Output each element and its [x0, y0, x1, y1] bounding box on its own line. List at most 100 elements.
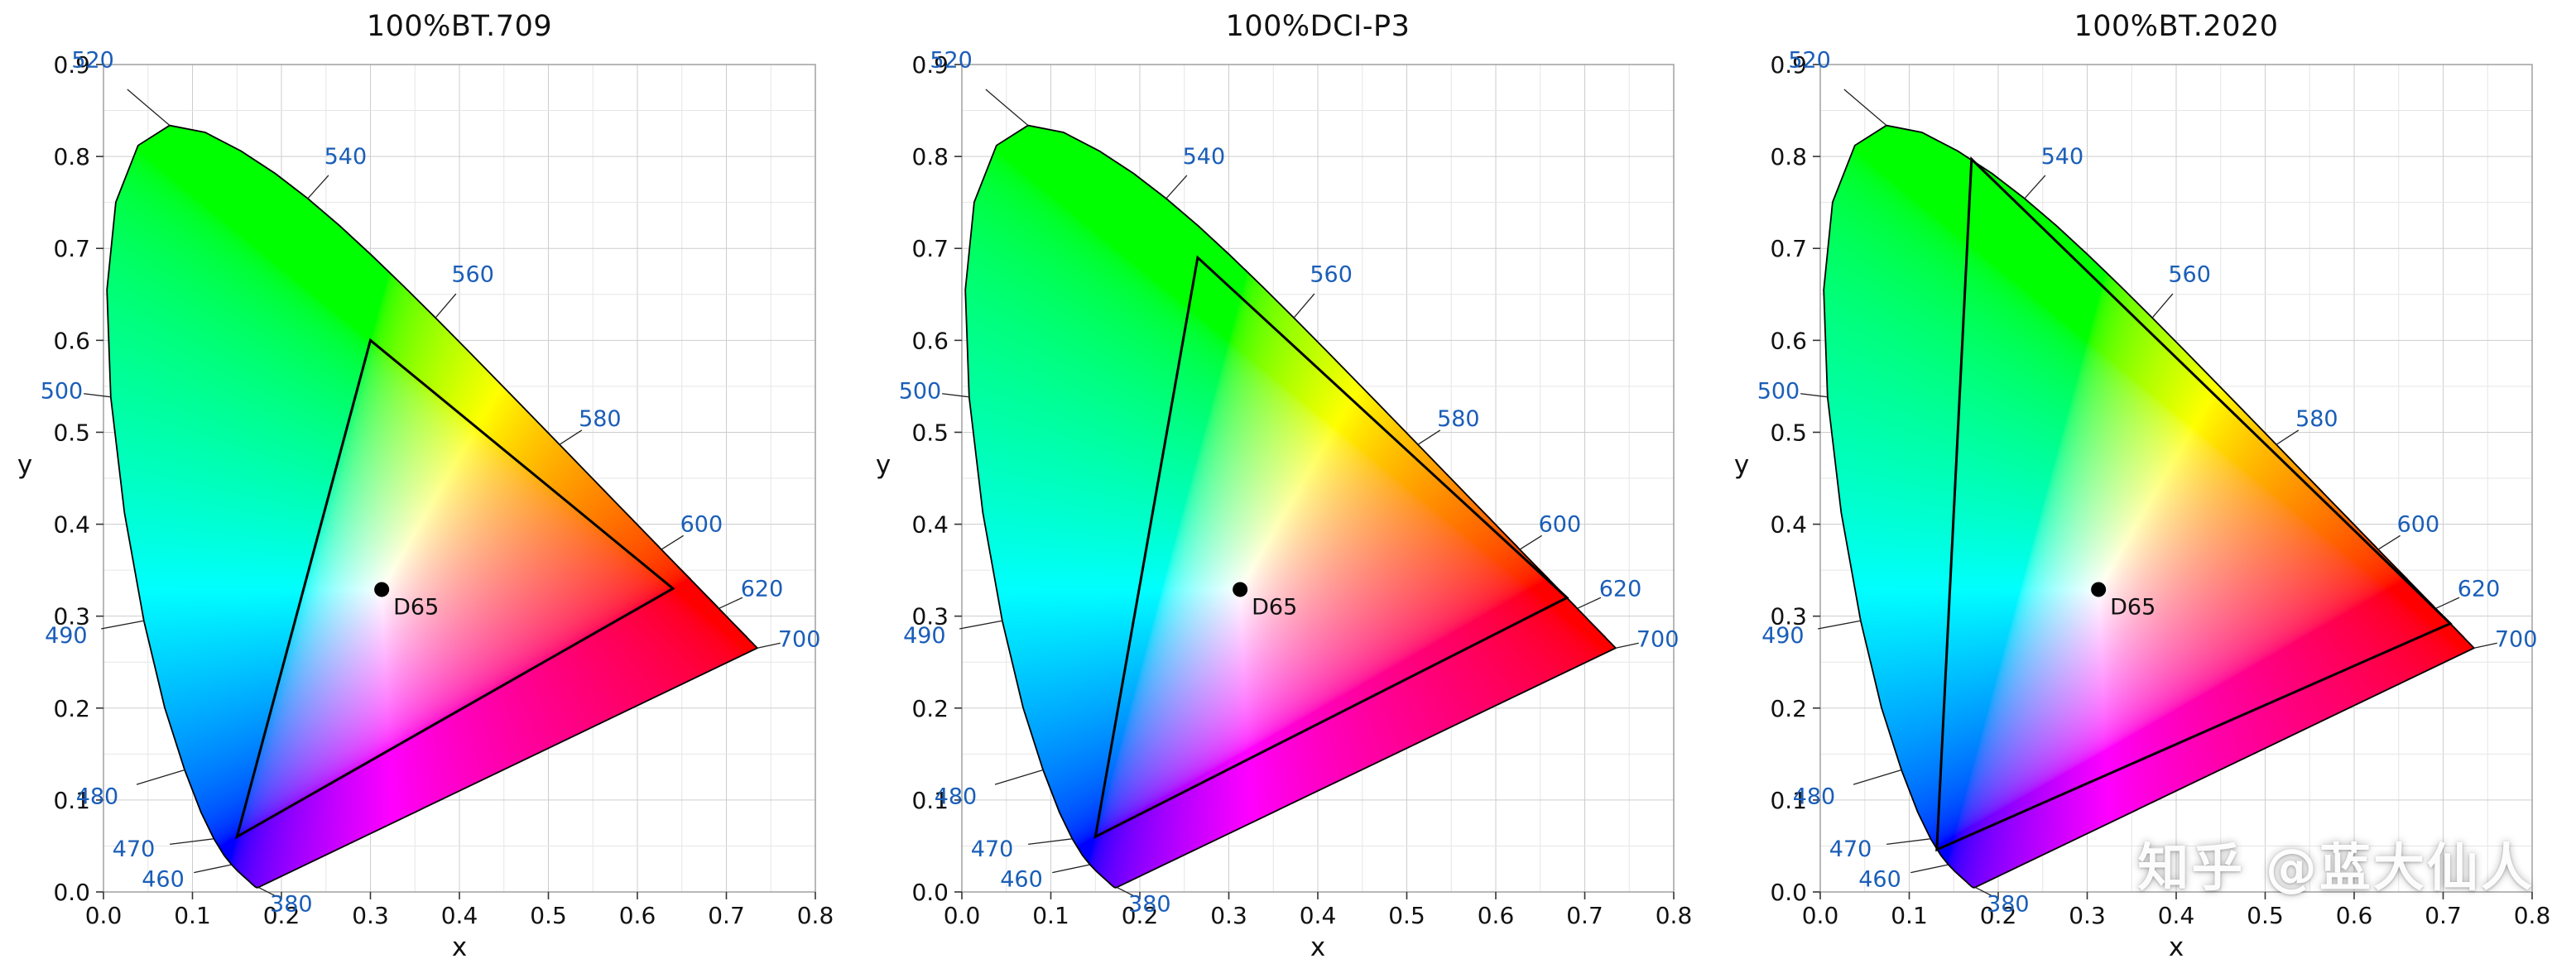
gamut-triangle — [234, 338, 675, 840]
wavelength-tick-line — [127, 89, 171, 127]
y-tick-label: 0.0 — [53, 879, 90, 906]
wavelength-tick-line — [1615, 642, 1639, 649]
y-tick-label: 0.1 — [1770, 787, 1807, 814]
watermark: 知乎 @蓝大仙人 — [2137, 837, 2535, 898]
x-tick-label: 0.3 — [2069, 902, 2106, 929]
wavelength-label: 620 — [2458, 576, 2501, 602]
wavelength-tick-line — [1417, 429, 1441, 445]
wavelength-tick-line — [559, 429, 583, 445]
chart-title-bt709: 100%BT.709 — [366, 10, 553, 43]
wavelength-label: 600 — [2397, 512, 2440, 538]
wavelength-label: 480 — [935, 784, 978, 809]
x-tick-label: 0.3 — [1210, 902, 1247, 929]
wavelength-label: 490 — [45, 623, 88, 649]
x-tick-label: 0.7 — [2425, 902, 2462, 929]
wavelength-label: 500 — [1757, 378, 1800, 404]
chart-panel-bt709: 100%BT.709 0.0 0.1 0.2 0.3 0.4 0.5 0.6 0.7 0.8 0.… — [0, 0, 858, 978]
wavelength-label: 540 — [1183, 144, 1226, 170]
wavelength-tick-line — [170, 838, 214, 846]
wavelength-label: 600 — [680, 512, 723, 538]
wavelength-tick-line — [1910, 864, 1949, 874]
x-tick-label: 0.1 — [1891, 902, 1928, 929]
x-axis-title: x — [2169, 932, 2184, 962]
d65-label: D65 — [1252, 594, 1297, 620]
x-tick-label: 0.4 — [1300, 902, 1337, 929]
y-tick-label: 0.9 — [1770, 51, 1807, 79]
y-tick-label: 0.1 — [911, 787, 949, 814]
wavelength-tick-line — [307, 175, 329, 199]
chart-overlay: 0.0 0.1 0.2 0.3 0.4 0.5 0.6 0.7 0.8 0.0 0.1 0.2 0.3 0… — [876, 47, 1692, 962]
wavelength-tick-line — [985, 89, 1029, 127]
x-tick-label: 0.8 — [2514, 902, 2551, 929]
wavelength-label: 520 — [71, 47, 114, 73]
plot-frame — [1819, 64, 2533, 893]
wavelength-tick-line — [718, 597, 743, 610]
wavelength-label: 480 — [76, 784, 119, 809]
wavelength-tick-line — [2377, 535, 2401, 550]
wavelength-label: 600 — [1539, 512, 1582, 538]
spectral-locus-outline — [106, 124, 759, 889]
wavelength-label: 700 — [2495, 626, 2538, 652]
wavelength-label: 700 — [1636, 626, 1680, 652]
wavelength-label: 500 — [41, 378, 84, 404]
wavelength-label: 500 — [899, 378, 942, 404]
x-tick-label: 0.6 — [2336, 902, 2373, 929]
wavelength-tick-line — [2473, 642, 2497, 649]
y-tick-label: 0.7 — [53, 235, 90, 262]
wavelength-tick-line — [994, 769, 1044, 785]
y-tick-label: 0.9 — [911, 51, 949, 79]
y-tick-label: 0.1 — [53, 787, 90, 814]
gamut-triangle — [1935, 156, 2453, 852]
wavelength-label: 580 — [579, 406, 622, 432]
wavelength-label: 560 — [2168, 261, 2211, 287]
y-tick-label: 0.2 — [1770, 695, 1807, 722]
y-tick-label: 0.3 — [911, 603, 949, 630]
chart-title-bt2020: 100%BT.2020 — [2074, 10, 2279, 43]
wavelength-tick-line — [2151, 293, 2174, 319]
x-tick-label: 0.4 — [441, 902, 478, 929]
y-tick-label: 0.3 — [1770, 603, 1807, 630]
wavelength-tick-line — [101, 620, 144, 630]
chart-title-dcip3: 100%DCI-P3 — [1225, 10, 1411, 43]
wavelength-tick-line — [136, 769, 185, 785]
y-tick-label: 0.4 — [53, 511, 90, 539]
y-tick-label: 0.8 — [911, 143, 949, 170]
wavelength-tick-line — [1800, 393, 1828, 398]
d65-white-point — [1233, 582, 1248, 597]
y-tick-label: 0.5 — [53, 419, 90, 446]
y-tick-label: 0.0 — [911, 879, 949, 906]
wavelength-label: 460 — [1858, 866, 1901, 892]
x-tick-label: 0.2 — [1980, 902, 2017, 929]
d65-white-point — [374, 582, 390, 597]
x-tick-label: 0.0 — [85, 902, 123, 929]
y-tick-label: 0.6 — [911, 327, 949, 354]
wavelength-label: 620 — [741, 576, 784, 602]
wavelength-label: 620 — [1599, 576, 1642, 602]
wavelength-tick-line — [1577, 597, 1602, 610]
wavelength-label: 540 — [2041, 144, 2084, 170]
x-tick-label: 0.4 — [2158, 902, 2195, 929]
wavelength-label: 380 — [270, 891, 313, 917]
x-tick-label: 0.7 — [1566, 902, 1603, 929]
wavelength-label: 380 — [1987, 891, 2030, 917]
wavelength-tick-line — [2276, 429, 2300, 445]
y-tick-label: 0.6 — [53, 327, 90, 354]
wavelength-tick-line — [1818, 620, 1861, 630]
wavelength-label: 580 — [1437, 406, 1480, 432]
plot-frame — [103, 64, 816, 893]
wavelength-tick-line — [1052, 864, 1090, 874]
d65-label: D65 — [2110, 594, 2155, 620]
x-tick-label: 0.0 — [1802, 902, 1839, 929]
wavelength-label: 470 — [1829, 837, 1872, 862]
wavelength-label: 520 — [930, 47, 973, 73]
y-tick-label: 0.0 — [1770, 879, 1807, 906]
x-tick-label: 0.6 — [619, 902, 656, 929]
x-axis-title: x — [1310, 932, 1325, 962]
wavelength-tick-line — [1843, 89, 1887, 127]
wavelength-label: 540 — [324, 144, 368, 170]
wavelength-tick-line — [1974, 886, 1994, 898]
x-tick-label: 0.6 — [1478, 902, 1515, 929]
x-tick-label: 0.5 — [2247, 902, 2284, 929]
wavelength-tick-line — [194, 864, 232, 874]
y-tick-label: 0.8 — [53, 143, 90, 170]
